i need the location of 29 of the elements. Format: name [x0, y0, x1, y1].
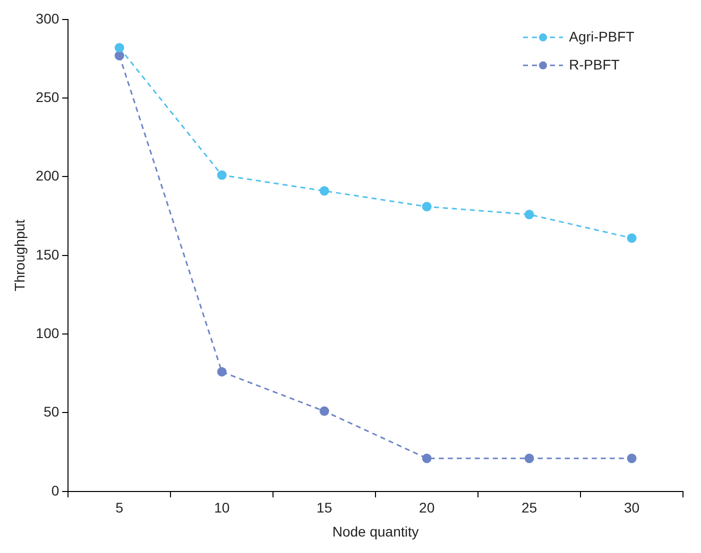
point — [217, 170, 227, 180]
point — [114, 50, 124, 60]
y-tick-label: 250 — [36, 88, 60, 105]
legend-label: R-PBFT — [569, 56, 620, 72]
y-tick-label: 200 — [36, 168, 60, 184]
y-tick-label: 300 — [36, 10, 60, 26]
point — [524, 210, 534, 220]
point — [627, 233, 637, 243]
y-tick-label: 100 — [36, 324, 60, 341]
y-tick-label: 0 — [51, 482, 60, 498]
point — [422, 454, 432, 464]
x-tick-label: 15 — [316, 500, 332, 516]
x-axis-title: Node quantity — [332, 523, 419, 540]
point — [422, 202, 432, 212]
y-axis-title: Throughput — [11, 219, 28, 292]
x-tick-label: 5 — [115, 500, 124, 516]
point — [320, 186, 330, 196]
point — [524, 454, 534, 464]
point — [627, 454, 637, 464]
point — [320, 406, 330, 416]
x-tick-label: 10 — [214, 500, 230, 516]
point — [114, 42, 124, 52]
legend-label: Agri-PBFT — [569, 28, 635, 44]
y-tick-label: 50 — [44, 404, 60, 420]
point — [217, 367, 227, 377]
x-tick-label: 20 — [419, 500, 435, 516]
y-tick-label: 150 — [36, 246, 60, 262]
x-tick-label: 30 — [624, 500, 640, 516]
x-tick-label: 25 — [522, 500, 538, 516]
